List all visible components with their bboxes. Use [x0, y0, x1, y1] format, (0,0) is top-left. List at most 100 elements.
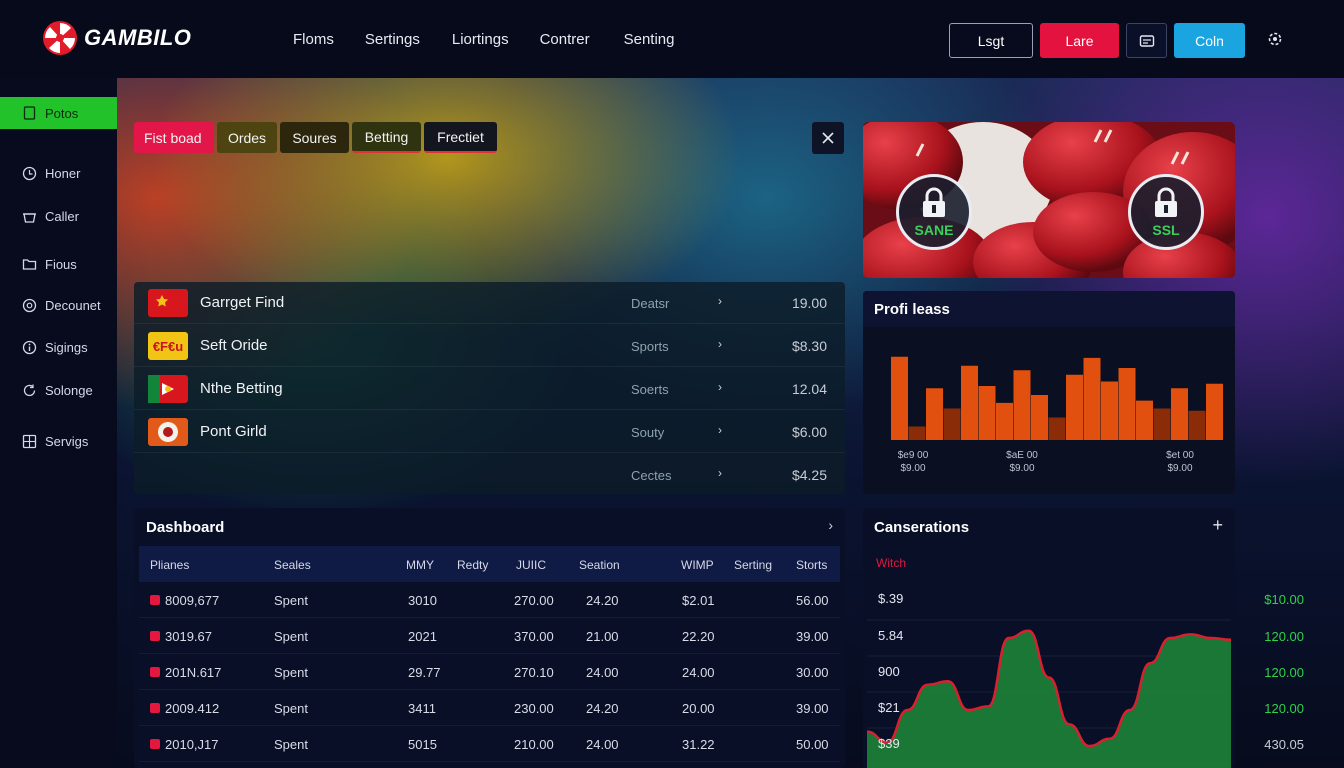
table-cell: 22.20 — [682, 629, 715, 644]
profit-bar — [1066, 374, 1083, 440]
list-item[interactable]: €F€u Seft Oride Sports › $8.30 — [134, 325, 845, 367]
column-header[interactable]: MMY — [406, 558, 434, 572]
arrow-icon: › — [718, 380, 722, 394]
sidebar-item-fious[interactable]: Fious — [0, 248, 117, 280]
table-cell: 3010 — [408, 593, 437, 608]
table-cell: 230.00 — [514, 701, 554, 716]
panel-title: Canserations — [874, 519, 970, 536]
y-axis-label: 5.84 — [878, 628, 904, 643]
nav-item-senting[interactable]: Senting — [623, 31, 675, 48]
profit-bar — [961, 365, 978, 440]
table-row[interactable]: 2010,J17 Spent 5015 210.00 24.00 31.22 50.00 — [139, 726, 840, 762]
tab-soures[interactable]: Soures — [280, 122, 349, 153]
nav-item-sertings[interactable]: Sertings — [364, 31, 420, 48]
column-header[interactable]: Seation — [579, 558, 620, 572]
sidebar: Potos Honer Caller Fious Decounet Siging… — [0, 78, 117, 768]
profit-bar — [1083, 357, 1101, 440]
brand-logo[interactable]: GAMBILO — [42, 20, 191, 56]
sidebar-item-solonge[interactable]: Solonge — [0, 374, 117, 406]
sidebar-item-potos[interactable]: Potos — [0, 97, 117, 129]
x-tick-label: $e9 00 — [898, 450, 929, 461]
game-logo-icon — [148, 375, 188, 403]
document-icon — [21, 105, 37, 121]
x-tick-label: $et 00 — [1166, 450, 1194, 461]
table-cell: Spent — [274, 737, 308, 752]
game-logo-icon — [148, 418, 188, 446]
table-cell: 24.00 — [586, 737, 619, 752]
game-category: Souty — [631, 425, 665, 440]
profit-bar — [926, 388, 943, 440]
arrow-icon: › — [718, 337, 722, 351]
game-value: $4.25 — [791, 467, 827, 483]
chevron-right-icon[interactable]: › — [828, 517, 833, 533]
list-item[interactable]: Garrget Find Deatsr › 19.00 — [134, 282, 845, 324]
main-nav: Floms Sertings Liortings Contrer Senting — [293, 31, 674, 48]
sidebar-item-decounet[interactable]: Decounet — [0, 289, 117, 321]
table-row[interactable]: 3019.67 Spent 2021 370.00 21.00 22.20 39.00 — [139, 618, 840, 654]
column-header[interactable]: WIMP — [681, 558, 714, 572]
table-cell: 2009.412 — [165, 701, 220, 716]
info-icon — [21, 339, 37, 355]
wallet-icon — [1139, 34, 1154, 47]
list-item[interactable]: Cectes › $4.25 — [134, 454, 845, 496]
register-button[interactable]: Lare — [1040, 23, 1119, 58]
tab-frectiet[interactable]: Frectiet — [424, 122, 497, 153]
login-button[interactable]: Lsgt — [949, 23, 1033, 58]
status-marker — [150, 703, 160, 713]
status-marker — [150, 595, 160, 605]
table-cell: 270.00 — [514, 593, 554, 608]
column-header[interactable]: Plianes — [150, 558, 190, 572]
add-icon[interactable]: + — [1212, 515, 1223, 535]
tab-ordes[interactable]: Ordes — [217, 122, 277, 153]
nav-item-floms[interactable]: Floms — [293, 31, 334, 48]
sidebar-item-honer[interactable]: Honer — [0, 157, 117, 189]
profit-bar — [1031, 395, 1048, 440]
grid-icon — [21, 433, 37, 449]
table-cell: 3019.67 — [165, 629, 212, 644]
table-row[interactable]: 201N.617 Spent 29.77 270.10 24.00 24.00 30.00 — [139, 654, 840, 690]
settings-icon — [21, 297, 37, 313]
table-cell: 21.00 — [586, 629, 619, 644]
table-cell: 24.00 — [682, 665, 715, 680]
status-marker — [150, 739, 160, 749]
column-header[interactable]: Redty — [457, 558, 489, 572]
list-item[interactable]: Nthe Betting Soerts › 12.04 — [134, 368, 845, 410]
column-header[interactable]: Serting — [734, 558, 773, 572]
game-value: $6.00 — [791, 424, 827, 440]
sidebar-item-sigings[interactable]: Sigings — [0, 331, 117, 363]
game-category: Soerts — [631, 382, 669, 397]
promo-image[interactable]: SANE SSL — [863, 122, 1235, 278]
wallet-button[interactable] — [1126, 23, 1167, 58]
panel-header — [863, 291, 1235, 327]
close-button[interactable] — [812, 122, 844, 154]
game-logo-icon: €F€u — [148, 332, 188, 360]
panel-title: Profi leass — [874, 301, 950, 318]
table-row[interactable]: 2009.412 Spent 3411 230.00 24.20 20.00 39.00 — [139, 690, 840, 726]
column-header[interactable]: Storts — [796, 558, 828, 572]
badge-label: SSL — [1152, 222, 1180, 238]
game-value: 12.04 — [791, 381, 827, 397]
profit-bar — [1153, 408, 1171, 440]
nav-item-liortings[interactable]: Liortings — [451, 31, 509, 48]
table-cell: 8009,677 — [165, 593, 220, 608]
list-item[interactable]: Pont Girld Souty › $6.00 — [134, 411, 845, 453]
tab-fist-boad[interactable]: Fist boad — [134, 122, 214, 153]
settings-gear-icon[interactable] — [1265, 29, 1285, 49]
game-name: Nthe Betting — [200, 380, 283, 397]
nav-item-contrer[interactable]: Contrer — [539, 31, 590, 48]
table-cell: 24.00 — [586, 665, 619, 680]
table-cell: 20.00 — [682, 701, 715, 716]
sidebar-item-caller[interactable]: Caller — [0, 200, 117, 232]
column-header[interactable]: Seales — [274, 558, 311, 572]
table-cell: Spent — [274, 665, 308, 680]
profit-bar — [1136, 400, 1153, 440]
column-header[interactable]: JUIIC — [516, 558, 546, 572]
tab-betting[interactable]: Betting — [352, 122, 421, 153]
table-cell: 30.00 — [796, 665, 829, 680]
dashboard-panel: Dashboard › Plianes Seales MMY Redty JUI… — [134, 508, 845, 768]
table-row[interactable]: 8009,677 Spent 3010 270.00 24.20 $2.01 56.00 — [139, 582, 840, 618]
side-value: $10.00 — [1264, 592, 1304, 607]
sidebar-item-servigs[interactable]: Servigs — [0, 425, 117, 457]
game-name: Seft Oride — [200, 337, 268, 354]
coin-button[interactable]: Coln — [1174, 23, 1245, 58]
